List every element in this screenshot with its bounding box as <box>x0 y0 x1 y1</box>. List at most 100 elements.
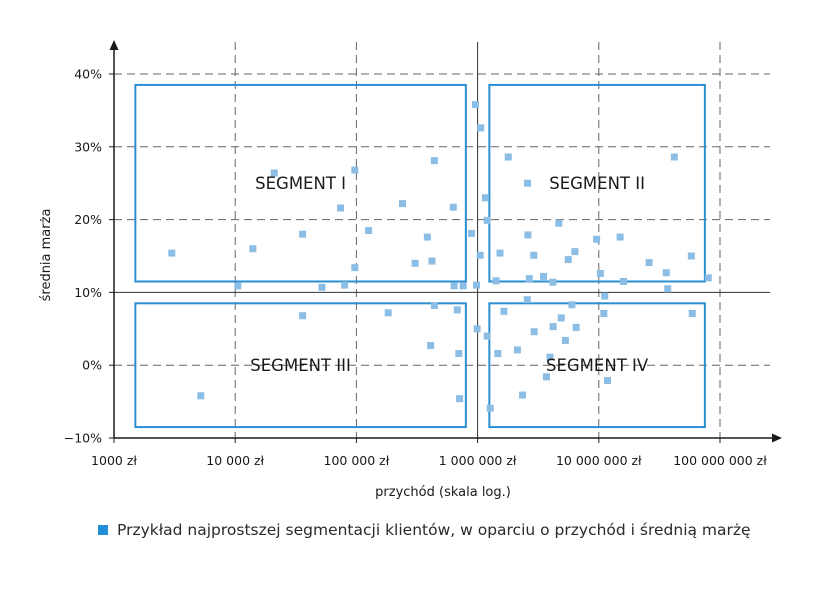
segment-label: SEGMENT III <box>250 356 351 375</box>
data-point <box>453 306 461 314</box>
segment-box <box>488 83 706 283</box>
data-point <box>234 282 242 290</box>
y-tick-label: 10% <box>74 285 102 300</box>
data-point <box>450 282 458 290</box>
axis-ticks: 1000 zł 10 000 zł 100 000 zł 1 000 000 zł 10… <box>64 67 768 469</box>
data-point <box>467 229 475 237</box>
data-point <box>318 283 326 291</box>
data-point <box>351 166 359 174</box>
x-axis-arrow-icon <box>772 433 782 443</box>
data-point <box>476 251 484 259</box>
segment-box <box>134 83 467 283</box>
data-point <box>555 219 563 227</box>
data-point <box>523 179 531 187</box>
data-point <box>494 350 502 358</box>
data-point <box>249 245 257 253</box>
data-point <box>473 325 481 333</box>
y-tick-label: 20% <box>74 212 102 227</box>
y-tick-label: 40% <box>74 67 102 82</box>
threshold-lines <box>114 42 770 438</box>
data-point <box>540 272 548 280</box>
data-point <box>572 323 580 331</box>
data-point <box>299 230 307 238</box>
data-point <box>549 278 557 286</box>
caption-text: Przykład najprostszej segmentacji klient… <box>117 521 751 539</box>
data-point <box>496 249 504 257</box>
x-tick-label: 100 000 000 zł <box>673 453 767 468</box>
data-point <box>519 391 527 399</box>
data-point <box>523 296 531 304</box>
data-point <box>664 285 672 293</box>
y-tick-label: −10% <box>64 431 102 446</box>
data-point <box>197 392 205 400</box>
data-point <box>616 233 624 241</box>
data-point <box>365 227 373 235</box>
data-point <box>481 194 489 202</box>
segment-label: SEGMENT IV <box>546 356 649 375</box>
data-point <box>270 169 278 177</box>
data-point <box>524 231 532 239</box>
data-point <box>492 277 500 285</box>
data-point <box>483 216 491 224</box>
figure-caption: Przykład najprostszej segmentacji klient… <box>98 519 788 541</box>
data-point <box>530 328 538 336</box>
segment-boxes <box>134 83 706 429</box>
data-point <box>411 259 419 267</box>
data-point <box>593 235 601 243</box>
data-point <box>430 302 438 310</box>
data-point <box>430 157 438 165</box>
data-point <box>564 256 572 264</box>
data-point <box>549 323 557 331</box>
x-tick-label: 10 000 zł <box>206 453 264 468</box>
data-point <box>513 346 521 354</box>
data-point <box>384 309 392 317</box>
segment-labels: SEGMENT I SEGMENT II SEGMENT III SEGMENT IV <box>250 174 649 375</box>
data-point <box>337 204 345 212</box>
axes <box>109 40 782 443</box>
data-point <box>168 249 176 257</box>
data-point <box>477 124 485 132</box>
data-point <box>546 353 554 361</box>
data-point <box>596 269 604 277</box>
data-point <box>604 376 612 384</box>
data-point <box>645 259 653 267</box>
data-point <box>299 312 307 320</box>
x-tick-label: 10 000 000 zł <box>556 453 642 468</box>
data-point <box>456 395 464 403</box>
segment-box <box>134 302 467 429</box>
segment-box <box>488 302 706 429</box>
data-point <box>600 310 608 318</box>
data-point <box>557 314 565 322</box>
data-point <box>662 269 670 277</box>
data-point <box>530 251 538 259</box>
y-axis-arrow-icon <box>109 40 119 50</box>
grid-lines <box>114 42 770 438</box>
data-point <box>542 373 550 381</box>
data-point <box>428 257 436 265</box>
segment-label: SEGMENT I <box>255 174 346 193</box>
data-point <box>687 252 695 260</box>
data-point <box>449 203 457 211</box>
segment-label: SEGMENT II <box>549 174 645 193</box>
data-point <box>525 275 533 283</box>
data-point <box>500 307 508 315</box>
x-axis-title: przychód (skala log.) <box>375 485 511 500</box>
data-point <box>568 301 576 309</box>
data-point <box>427 342 435 350</box>
data-point <box>670 153 678 161</box>
data-point <box>423 233 431 241</box>
data-point <box>486 404 494 412</box>
data-point <box>620 277 628 285</box>
data-point <box>455 350 463 358</box>
y-tick-label: 0% <box>82 358 102 373</box>
x-tick-label: 100 000 zł <box>324 453 390 468</box>
data-point <box>351 264 359 272</box>
data-point <box>688 310 696 318</box>
data-point <box>504 153 512 161</box>
data-point <box>341 281 349 289</box>
data-point <box>473 281 481 289</box>
y-axis-title: średnia marża <box>39 209 54 302</box>
data-point <box>571 248 579 256</box>
data-points <box>168 101 712 412</box>
x-tick-label: 1 000 000 zł <box>439 453 517 468</box>
